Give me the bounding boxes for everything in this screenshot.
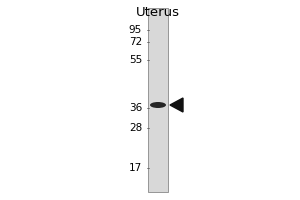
Bar — [148, 8, 168, 192]
Polygon shape — [170, 98, 183, 112]
Text: 28: 28 — [129, 123, 142, 133]
Text: Uterus: Uterus — [136, 6, 180, 19]
Text: 72: 72 — [129, 37, 142, 47]
Text: 17: 17 — [129, 163, 142, 173]
Ellipse shape — [150, 102, 166, 108]
Text: 36: 36 — [129, 103, 142, 113]
Text: 95: 95 — [129, 25, 142, 35]
Text: 55: 55 — [129, 55, 142, 65]
